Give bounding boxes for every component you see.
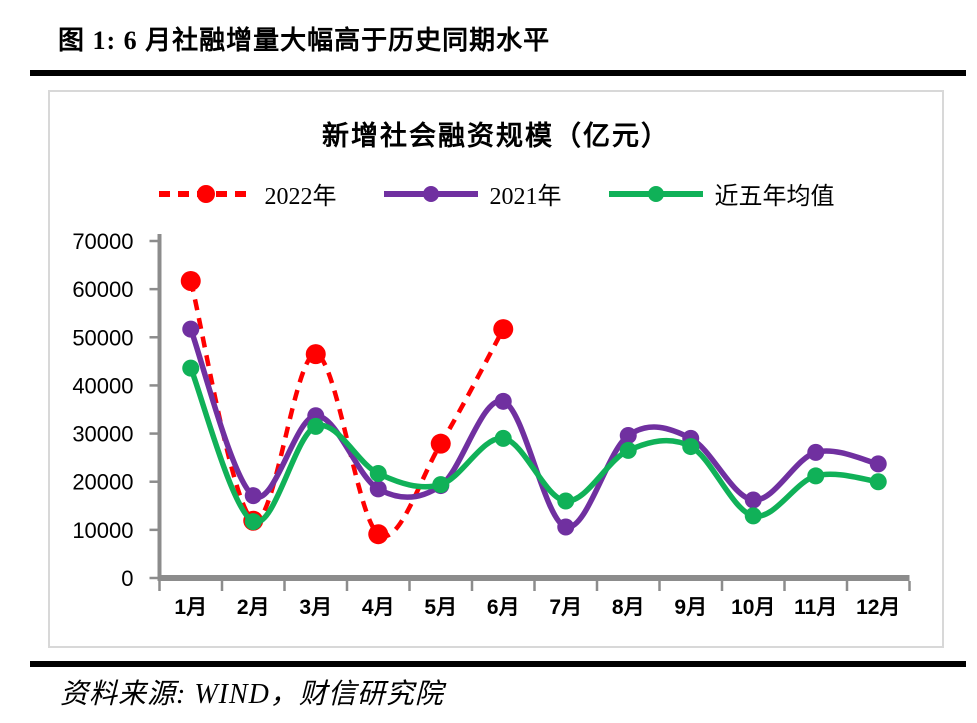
- data-point-2022年: [180, 270, 201, 291]
- y-tick-label: 60000: [72, 277, 133, 302]
- data-point-2021年: [494, 392, 512, 410]
- top-rule: [30, 70, 966, 76]
- data-point-近五年均值: [557, 492, 575, 510]
- legend-item-近五年均值: 近五年均值: [608, 176, 835, 211]
- data-point-2021年: [619, 426, 637, 444]
- legend-item-2021年: 2021年: [383, 176, 562, 211]
- x-category-label: 5月: [424, 596, 457, 619]
- legend-item-2022年: 2022年: [158, 176, 337, 211]
- x-category-label: 9月: [674, 596, 707, 619]
- data-point-近五年均值: [432, 476, 450, 494]
- data-point-近五年均值: [182, 359, 200, 377]
- y-tick-label: 0: [121, 566, 133, 591]
- x-category-label: 1月: [174, 596, 207, 619]
- data-point-2021年: [244, 487, 262, 505]
- bottom-rule: [30, 661, 966, 667]
- data-point-近五年均值: [244, 513, 262, 531]
- x-category-label: 12月: [856, 596, 900, 619]
- data-point-2021年: [744, 491, 762, 509]
- legend-label: 2021年: [489, 184, 562, 210]
- data-point-2021年: [557, 518, 575, 536]
- data-point-近五年均值: [494, 429, 512, 447]
- y-tick-label: 40000: [72, 373, 133, 398]
- x-category-label: 7月: [549, 596, 582, 619]
- legend-marker-2021年: [383, 185, 478, 202]
- y-tick-label: 10000: [72, 518, 133, 543]
- source-note: 资料来源: WIND，财信研究院: [60, 679, 444, 710]
- data-point-近五年均值: [307, 417, 325, 435]
- chart-title: 新增社会融资规模（亿元）: [322, 121, 670, 151]
- data-point-近五年均值: [807, 467, 825, 485]
- data-point-2021年: [369, 480, 387, 498]
- chart-legend: 2022年 2021年 近五年均值: [50, 176, 942, 211]
- x-category-label: 4月: [362, 596, 395, 619]
- x-category-label: 11月: [794, 596, 837, 619]
- data-point-2022年: [305, 344, 326, 365]
- data-point-近五年均值: [369, 465, 387, 483]
- data-point-2022年: [368, 524, 389, 545]
- y-tick-label: 20000: [72, 470, 133, 495]
- legend-marker-2022年: [158, 184, 253, 203]
- figure-title: 图 1: 6 月社融增量大幅高于历史同期水平: [58, 26, 551, 55]
- data-point-近五年均值: [619, 441, 637, 459]
- legend-marker-近五年均值: [608, 185, 703, 202]
- x-category-label: 10月: [731, 596, 775, 619]
- data-point-近五年均值: [744, 507, 762, 525]
- chart-panel: 新增社会融资规模（亿元） 2022年 2021年 近五年均值 0 10000 20000…: [48, 90, 944, 648]
- data-point-近五年均值: [682, 438, 700, 456]
- series-line-2021年: [188, 328, 879, 530]
- x-category-label: 6月: [487, 596, 520, 619]
- data-point-近五年均值: [869, 473, 887, 491]
- y-tick-label: 70000: [72, 229, 133, 254]
- x-category-label: 2月: [237, 596, 270, 619]
- plot-area: 0 10000 20000 30000 40000 50000 60000 70000 1月 2月…: [72, 229, 911, 619]
- data-point-2022年: [493, 319, 514, 340]
- x-category-label: 3月: [299, 596, 332, 619]
- legend-label: 近五年均值: [714, 184, 835, 210]
- data-point-2022年: [430, 433, 451, 454]
- data-point-2021年: [182, 320, 200, 338]
- data-point-2021年: [807, 443, 825, 461]
- x-category-label: 8月: [612, 596, 645, 619]
- y-tick-label: 30000: [72, 422, 133, 447]
- data-point-2021年: [869, 455, 887, 473]
- legend-label: 2022年: [264, 184, 337, 210]
- y-tick-label: 50000: [72, 325, 133, 350]
